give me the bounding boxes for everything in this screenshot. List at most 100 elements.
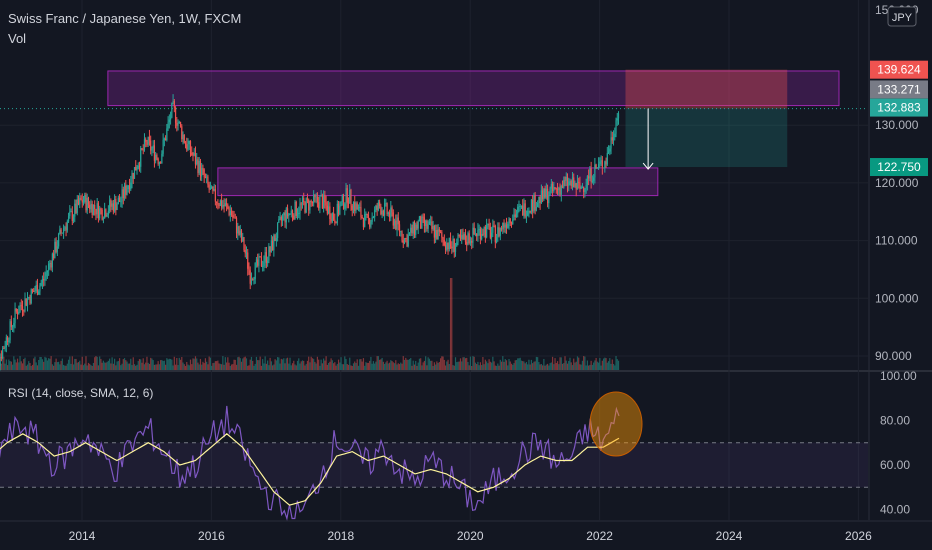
candle-body (416, 224, 418, 229)
volume-bar (50, 356, 52, 370)
volume-bar (609, 358, 611, 370)
volume-bar (59, 364, 61, 370)
volume-bar (278, 357, 280, 370)
volume-bar (425, 356, 427, 370)
candle-body (447, 242, 449, 250)
candle-body (219, 200, 221, 206)
volume-bar (314, 361, 316, 370)
volume-bar (467, 361, 469, 370)
candle-body (104, 209, 106, 219)
candle-body (11, 326, 14, 328)
volume-bar (564, 356, 566, 370)
volume-bar (72, 364, 75, 370)
volume-bar (130, 358, 132, 370)
candle-body (160, 162, 162, 164)
currency-badge[interactable] (887, 6, 917, 27)
volume-bar (79, 360, 81, 370)
rsi-title: RSI (14, close, SMA, 12, 6) (8, 386, 153, 400)
volume-bar (452, 365, 454, 370)
candle-body (176, 122, 178, 126)
candle-body (313, 194, 315, 204)
candle-body (173, 100, 175, 108)
volume-bar (335, 365, 337, 370)
candle-body (64, 227, 66, 229)
volume-bar (255, 356, 258, 370)
volume-bar (454, 357, 457, 370)
candle-body (463, 234, 465, 240)
volume-bar (436, 361, 438, 370)
volume-bar (39, 356, 41, 370)
candle-body (520, 205, 523, 207)
candle-body (504, 224, 506, 228)
volume-bar (75, 358, 77, 370)
candle-body (79, 197, 81, 205)
candle-body (87, 197, 90, 205)
candle-body (77, 199, 80, 205)
volume-bar (259, 356, 261, 370)
candle-body (248, 268, 250, 271)
volume-bar (305, 363, 307, 370)
stop-loss-zone[interactable] (625, 69, 788, 109)
candle-body (203, 169, 205, 178)
volume-bar (20, 361, 22, 370)
candle-body (352, 202, 355, 210)
volume-bar (224, 357, 226, 370)
candle-body (235, 218, 238, 234)
volume-bar (380, 359, 382, 370)
candle-body (33, 290, 35, 292)
volume-bar (355, 362, 357, 370)
candle-body (323, 194, 325, 209)
volume-bar (49, 358, 51, 370)
rsi-highlight-circle[interactable] (589, 391, 643, 457)
volume-bar (55, 358, 57, 370)
short-position-tool[interactable] (0, 69, 868, 170)
candle-body (122, 189, 124, 199)
volume-bar (321, 363, 323, 370)
volume-bar (412, 360, 414, 370)
volume-bar (115, 365, 117, 370)
volume-bar (495, 365, 498, 370)
volume-bar (269, 357, 271, 370)
volume-bar (260, 365, 263, 370)
candle-body (466, 241, 468, 245)
volume-bar (379, 359, 381, 370)
candle-body (71, 211, 73, 221)
volume-bar (563, 363, 565, 370)
candle-body (269, 246, 271, 253)
volume-bar (489, 361, 491, 370)
rsi-tick-label: 60.00 (880, 458, 910, 472)
volume-bar (60, 360, 62, 370)
volume-bar (142, 358, 144, 370)
volume-bar (237, 357, 239, 370)
candle-body (276, 222, 279, 239)
candle-body (120, 201, 122, 203)
candle-body (514, 214, 516, 217)
volume-bar (147, 362, 149, 370)
candle-body (606, 153, 608, 165)
candle-body (109, 200, 111, 211)
volume-bar (466, 357, 468, 370)
candle-body (605, 161, 607, 165)
grid (0, 0, 932, 522)
volume-bar (479, 362, 482, 370)
volume-bar (594, 360, 596, 370)
candle-body (340, 201, 342, 206)
supply-demand-zone[interactable] (107, 70, 840, 107)
candle-body (556, 188, 559, 191)
candle-body (512, 219, 514, 225)
candle-body (308, 199, 310, 211)
volume-bar (542, 365, 544, 370)
volume-bar (126, 361, 128, 370)
volume-bar (82, 365, 85, 370)
candle-body (153, 145, 156, 161)
volume-bar (176, 357, 178, 370)
down-arrow-icon (642, 162, 654, 170)
volume-bar (116, 361, 118, 370)
candle-body (107, 210, 109, 216)
volume-bars (0, 278, 620, 370)
volume-bar (203, 363, 205, 370)
candle-body (473, 227, 475, 235)
take-profit-zone[interactable] (625, 108, 788, 168)
volume-bar (280, 358, 282, 370)
